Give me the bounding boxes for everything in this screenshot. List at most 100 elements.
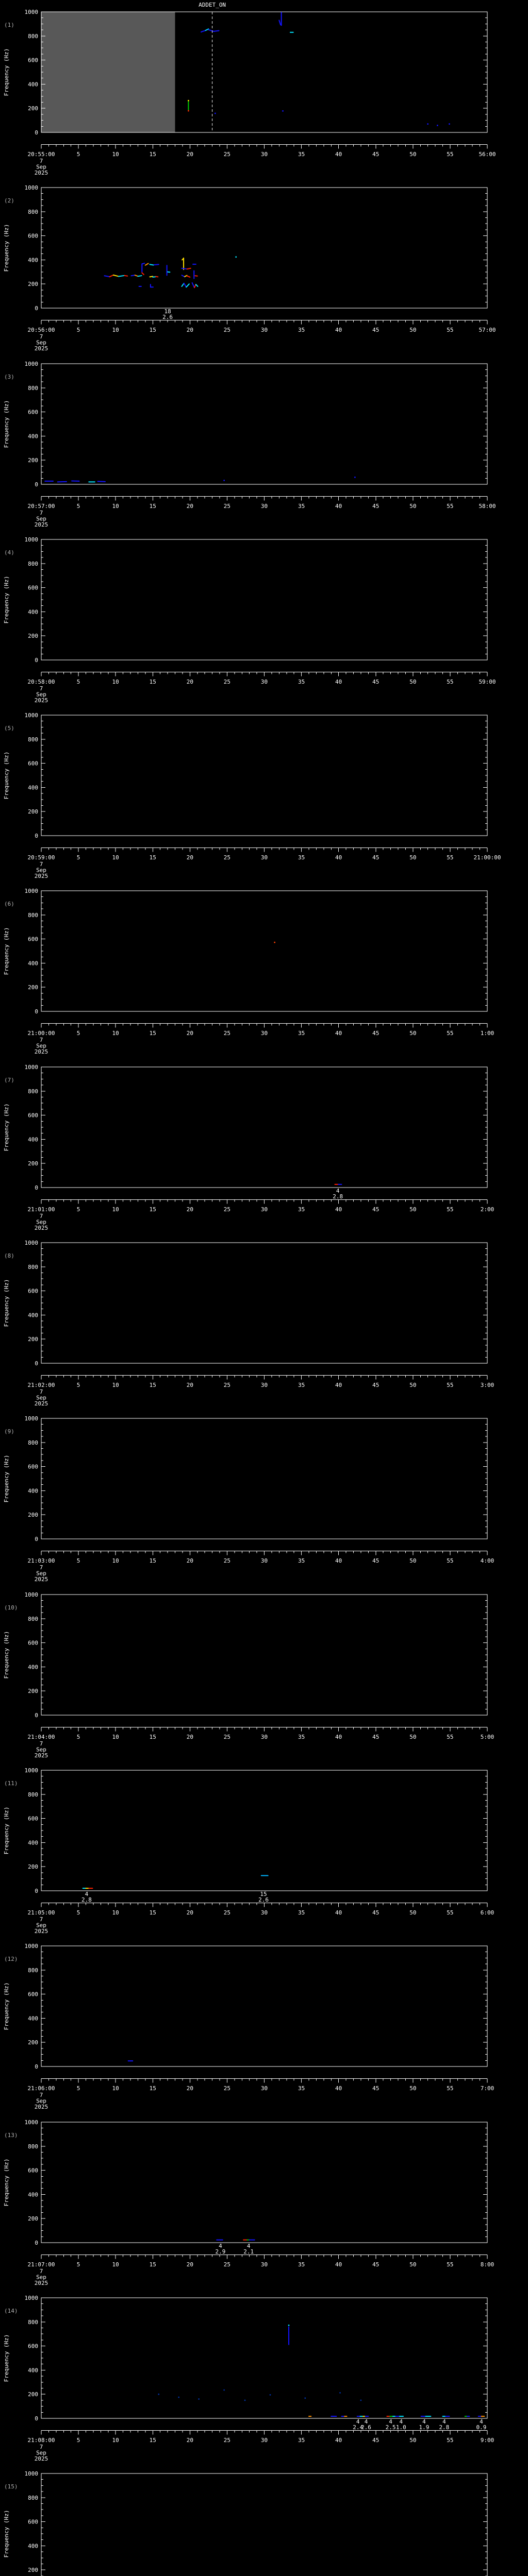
date-label: 7 xyxy=(40,1740,43,1747)
x-end-time-label: 1:00 xyxy=(481,1030,494,1037)
x-tick-label: 5 xyxy=(77,1557,80,1564)
date-label: 2025 xyxy=(35,1576,48,1583)
y-tick-label: 0 xyxy=(35,481,38,488)
x-tick-label: 40 xyxy=(335,151,342,158)
x-end-time-label: 7:00 xyxy=(481,2085,494,2092)
detection-count-label: 4 xyxy=(480,2418,483,2425)
plot-frame xyxy=(41,1242,488,1364)
x-tick-label: 5 xyxy=(77,1030,80,1037)
detection-dot xyxy=(235,256,237,258)
y-tick-label: 200 xyxy=(28,2567,38,2573)
x-tick-label: 55 xyxy=(447,854,453,861)
x-tick-label: 35 xyxy=(298,2437,305,2444)
x-tick-label: 45 xyxy=(372,854,379,861)
detection-trace xyxy=(195,284,199,287)
x-tick-label: 30 xyxy=(261,679,268,685)
x-start-time-label: 21:05:00 xyxy=(28,1909,55,1916)
x-tick-label: 30 xyxy=(261,2437,268,2444)
plot-frame xyxy=(41,715,488,836)
y-tick-label: 800 xyxy=(28,1088,38,1095)
y-tick-label: 200 xyxy=(28,2391,38,2398)
date-label: 2025 xyxy=(35,873,48,879)
date-label: 7 xyxy=(40,1564,43,1571)
y-tick-label: 1000 xyxy=(25,1415,39,1422)
plot-frame xyxy=(41,1418,488,1539)
x-tick-label: 5 xyxy=(77,2261,80,2268)
detection-value-label: 1.0 xyxy=(396,2424,406,2431)
date-label: 7 xyxy=(40,2092,43,2098)
date-label: Sep xyxy=(36,1043,46,1049)
detection-trace xyxy=(181,283,185,287)
y-tick-label: 400 xyxy=(28,1839,38,1846)
x-tick-label: 20 xyxy=(187,2437,193,2444)
x-tick-label: 50 xyxy=(409,679,416,685)
x-tick-label: 5 xyxy=(77,2085,80,2092)
y-tick-label: 600 xyxy=(28,2167,38,2174)
x-tick-label: 25 xyxy=(224,1206,230,1213)
x-tick-label: 20 xyxy=(187,1030,193,1037)
x-tick-label: 15 xyxy=(150,1909,156,1916)
y-tick-label: 0 xyxy=(35,1360,38,1367)
plot-frame xyxy=(41,1945,488,2067)
date-label: Sep xyxy=(36,691,46,698)
date-label: Sep xyxy=(36,1570,46,1577)
x-tick-label: 55 xyxy=(447,2085,453,2092)
y-tick-label: 1000 xyxy=(25,361,39,367)
y-axis-title: Frequency (Hz) xyxy=(3,1982,10,2030)
y-tick-label: 0 xyxy=(35,305,38,312)
y-tick-label: 600 xyxy=(28,760,38,767)
detection-value-label: 2.4 xyxy=(353,2424,363,2431)
x-tick-label: 5 xyxy=(77,1206,80,1213)
detection-trace xyxy=(144,263,149,266)
panel-index-label: (10) xyxy=(4,1604,18,1611)
x-tick-label: 15 xyxy=(150,2261,156,2268)
y-tick-label: 0 xyxy=(35,2063,38,2070)
x-start-time-label: 21:00:00 xyxy=(28,1030,55,1037)
x-tick-label: 30 xyxy=(261,1557,268,1564)
x-tick-label: 55 xyxy=(447,1382,453,1388)
x-tick-label: 25 xyxy=(224,2085,230,2092)
x-tick-label: 55 xyxy=(447,2437,453,2444)
y-tick-label: 800 xyxy=(28,736,38,743)
x-tick-label: 35 xyxy=(298,1382,305,1388)
x-tick-label: 55 xyxy=(447,2261,453,2268)
y-axis-title: Frequency (Hz) xyxy=(3,2334,10,2382)
y-tick-label: 800 xyxy=(28,384,38,391)
detection-trace xyxy=(193,284,196,289)
detection-dot xyxy=(188,99,189,101)
x-start-time-label: 20:57:00 xyxy=(28,503,55,510)
y-axis-title: Frequency (Hz) xyxy=(3,752,10,800)
y-tick-label: 400 xyxy=(28,2015,38,2022)
detection-dot xyxy=(354,476,356,478)
detection-trace xyxy=(183,283,187,288)
y-tick-label: 0 xyxy=(35,657,38,664)
x-tick-label: 25 xyxy=(224,503,230,510)
y-axis-title: Frequency (Hz) xyxy=(3,2158,10,2206)
panel-index-label: (9) xyxy=(4,1428,14,1435)
y-tick-label: 600 xyxy=(28,409,38,415)
x-tick-label: 40 xyxy=(335,1206,342,1213)
x-tick-label: 50 xyxy=(409,2437,416,2444)
detection-count-label: 4 xyxy=(219,2243,222,2249)
x-tick-label: 50 xyxy=(409,1734,416,1740)
x-tick-label: 25 xyxy=(224,1557,230,1564)
x-tick-label: 30 xyxy=(261,1909,268,1916)
x-tick-label: 50 xyxy=(409,1030,416,1037)
x-tick-label: 50 xyxy=(409,1557,416,1564)
date-label: 7 xyxy=(40,2444,43,2450)
x-tick-label: 10 xyxy=(112,2437,119,2444)
detection-count-label: 4 xyxy=(356,2418,360,2425)
detection-dot xyxy=(437,125,438,126)
date-label: Sep xyxy=(36,1395,46,1401)
x-tick-label: 40 xyxy=(335,327,342,333)
y-tick-label: 800 xyxy=(28,1439,38,1446)
y-axis-title: Frequency (Hz) xyxy=(3,927,10,975)
x-tick-label: 35 xyxy=(298,1030,305,1037)
x-tick-label: 45 xyxy=(372,1734,379,1740)
panel-index-label: (15) xyxy=(4,2483,18,2490)
